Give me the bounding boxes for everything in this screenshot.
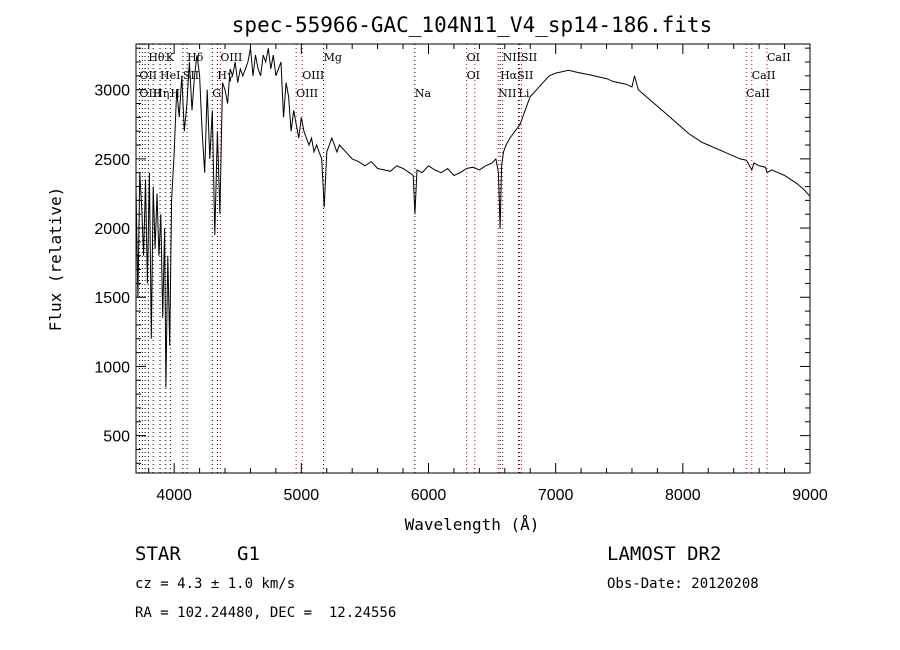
spectral-line-label: OII bbox=[139, 69, 157, 82]
spectral-line-label: K bbox=[166, 51, 175, 64]
survey-label: LAMOST DR2 bbox=[607, 543, 722, 565]
x-axis-label: Wavelength (Å) bbox=[405, 515, 540, 534]
plot-frame bbox=[135, 43, 811, 474]
y-tick-label: 1000 bbox=[94, 359, 130, 376]
y-tick-label: 1500 bbox=[94, 290, 130, 307]
spectral-line-label: G bbox=[212, 87, 221, 100]
spectral-line-label: NIISII bbox=[503, 51, 538, 64]
spectral-line-label: Hθ bbox=[148, 51, 165, 64]
spectral-line-label: OIII bbox=[302, 69, 324, 82]
object-class: STAR bbox=[135, 543, 181, 565]
spectral-line-label: HαSII bbox=[500, 69, 533, 82]
x-tick-label: 6000 bbox=[411, 487, 447, 504]
redshift-text: cz = 4.3 ± 1.0 km/s bbox=[135, 576, 296, 592]
spectral-line-label: NII bbox=[498, 87, 516, 100]
y-tick-label: 500 bbox=[103, 429, 130, 446]
x-tick-label: 7000 bbox=[538, 487, 574, 504]
spectral-line-label: SII bbox=[183, 69, 199, 82]
x-axis: 4000 5000 6000 7000 8000 9000 bbox=[148, 44, 828, 504]
marker-lines bbox=[138, 44, 768, 473]
spectral-line-label: CaII bbox=[746, 87, 770, 100]
x-tick-label: 4000 bbox=[156, 487, 192, 504]
spectral-line-label: OI bbox=[467, 69, 480, 82]
x-tick-label: 5000 bbox=[284, 487, 320, 504]
spectrum-line bbox=[135, 48, 811, 388]
spectral-line-label: Mg bbox=[324, 51, 342, 64]
y-tick-label: 2500 bbox=[94, 152, 130, 169]
spectral-line-label: OIII bbox=[296, 87, 318, 100]
y-axis-label: Flux (relative) bbox=[46, 187, 65, 332]
y-tick-label: 3000 bbox=[94, 83, 130, 100]
coordinates-text: RA = 102.24480, DEC = 12.24556 bbox=[135, 605, 397, 621]
spectral-line-label: H bbox=[170, 87, 180, 100]
y-tick-label: 2000 bbox=[94, 221, 130, 238]
spectral-line-label: Hδ bbox=[187, 51, 204, 64]
spectral-line-label: Li bbox=[519, 87, 530, 100]
spectral-line-label: OI bbox=[467, 51, 480, 64]
spectral-line-label: OIII bbox=[220, 51, 242, 64]
spectral-line-label: Na bbox=[415, 87, 432, 100]
y-axis: 500 1000 1500 2000 2500 3000 bbox=[94, 47, 810, 464]
x-tick-label: 8000 bbox=[665, 487, 701, 504]
object-subclass: G1 bbox=[237, 543, 260, 565]
spectral-line-label: OIII bbox=[139, 87, 161, 100]
spectral-line-label: HeI bbox=[160, 69, 180, 82]
obs-date-text: Obs-Date: 20120208 bbox=[607, 576, 759, 592]
spectral-line-label: CaII bbox=[767, 51, 791, 64]
spectral-line-label: CaII bbox=[752, 69, 776, 82]
spectral-line-label: Hγ bbox=[217, 69, 234, 82]
x-tick-label: 9000 bbox=[792, 487, 828, 504]
chart-title: spec-55966-GAC_104N11_V4_sp14-186.fits bbox=[232, 13, 712, 37]
spectral-line-label: Hη bbox=[153, 87, 169, 100]
